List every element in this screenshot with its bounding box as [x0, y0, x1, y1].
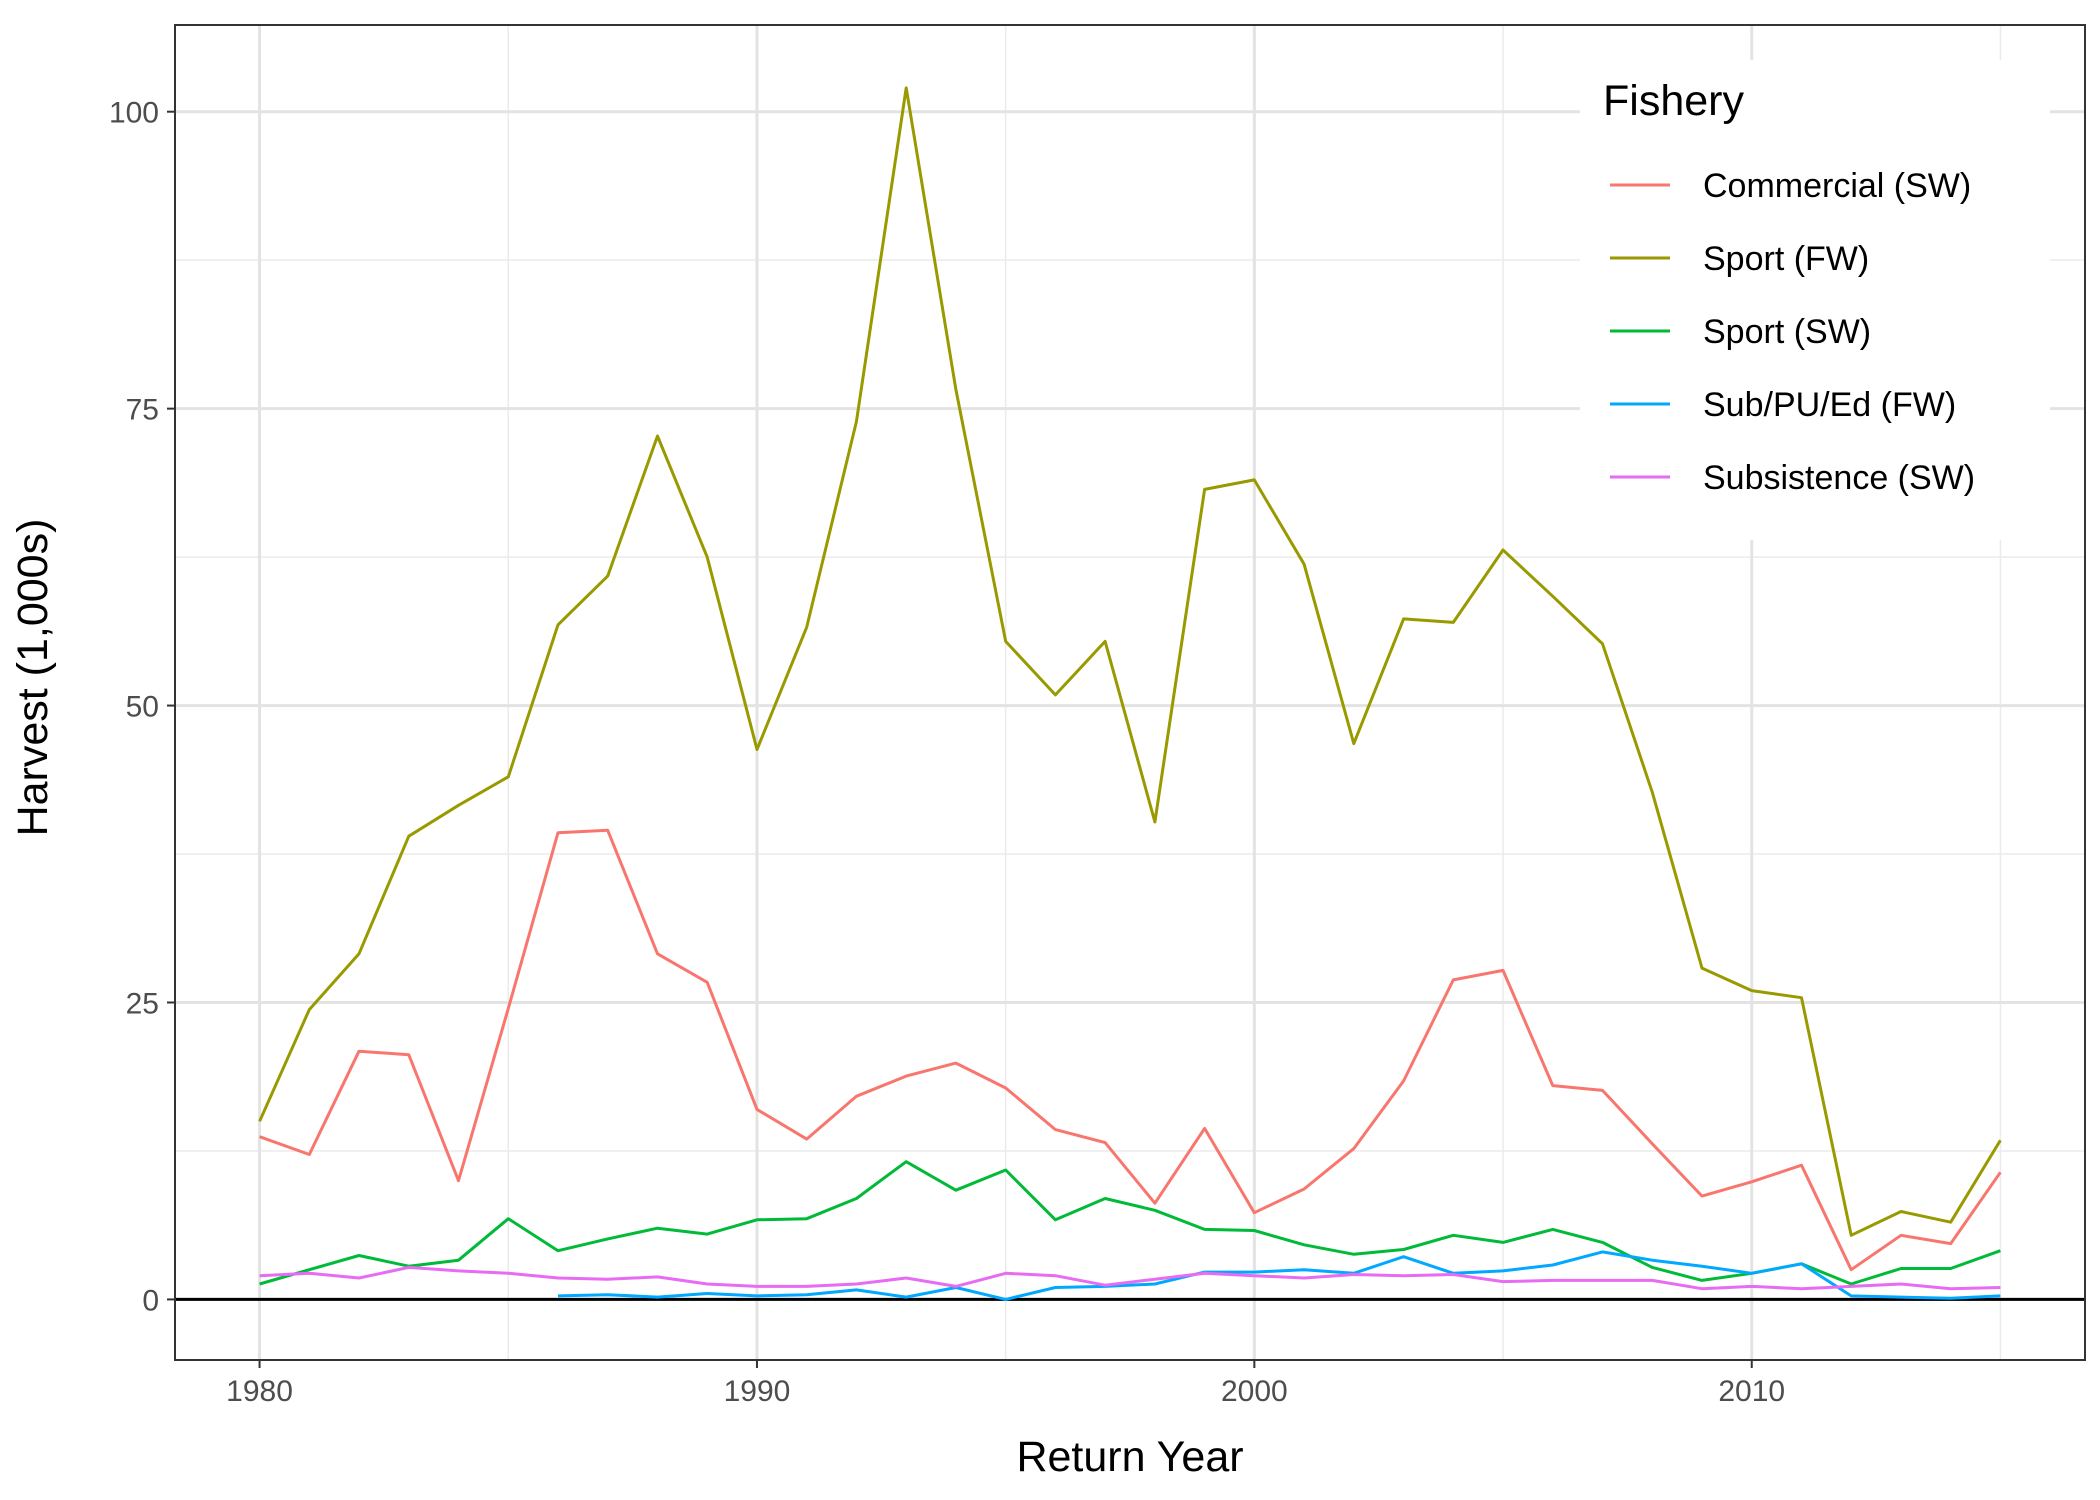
series-line-commercial-sw — [259, 828, 2002, 1272]
y-tick-label: 0 — [142, 1284, 159, 1317]
y-tick-label: 75 — [126, 394, 159, 427]
legend: Fishery Commercial (SW) Sport (FW) Sport (… — [1580, 60, 2050, 540]
legend-items: Commercial (SW) Sport (FW) Sport (SW) Sub/P… — [1610, 167, 1975, 497]
series-line-sport-fw — [258, 86, 2002, 1237]
y-axis-ticks: 0 25 50 75 100 — [109, 97, 175, 1317]
legend-label-commercial-sw: Commercial (SW) — [1703, 167, 1971, 205]
y-tick-label: 100 — [109, 97, 159, 130]
series-line-sport-sw — [259, 1160, 2001, 1286]
series-line-sub-pu-ed-fw — [557, 1250, 2001, 1301]
x-tick-label: 2000 — [1221, 1375, 1288, 1408]
x-tick-label: 2010 — [1718, 1375, 1785, 1408]
series-line-subsistence-sw — [259, 1265, 2001, 1291]
y-tick-label: 50 — [126, 691, 159, 724]
legend-background — [1580, 60, 2050, 540]
x-tick-label: 1990 — [724, 1375, 791, 1408]
plot-panel-border — [174, 24, 2086, 1361]
legend-title: Fishery — [1603, 77, 1744, 125]
legend-label-sub-pu-ed-fw: Sub/PU/Ed (FW) — [1703, 386, 1956, 424]
x-axis-title: Return Year — [1016, 1433, 1243, 1481]
x-tick-label: 1980 — [226, 1375, 293, 1408]
series-lines — [258, 86, 2002, 1301]
x-axis-ticks: 1980 1990 2000 2010 — [226, 1360, 1785, 1408]
y-axis-title: Harvest (1,000s) — [9, 519, 57, 837]
legend-label-sport-sw: Sport (SW) — [1703, 313, 1871, 351]
legend-label-subsistence-sw: Subsistence (SW) — [1703, 459, 1975, 497]
y-tick-label: 25 — [126, 987, 159, 1020]
legend-label-sport-fw: Sport (FW) — [1703, 240, 1869, 278]
